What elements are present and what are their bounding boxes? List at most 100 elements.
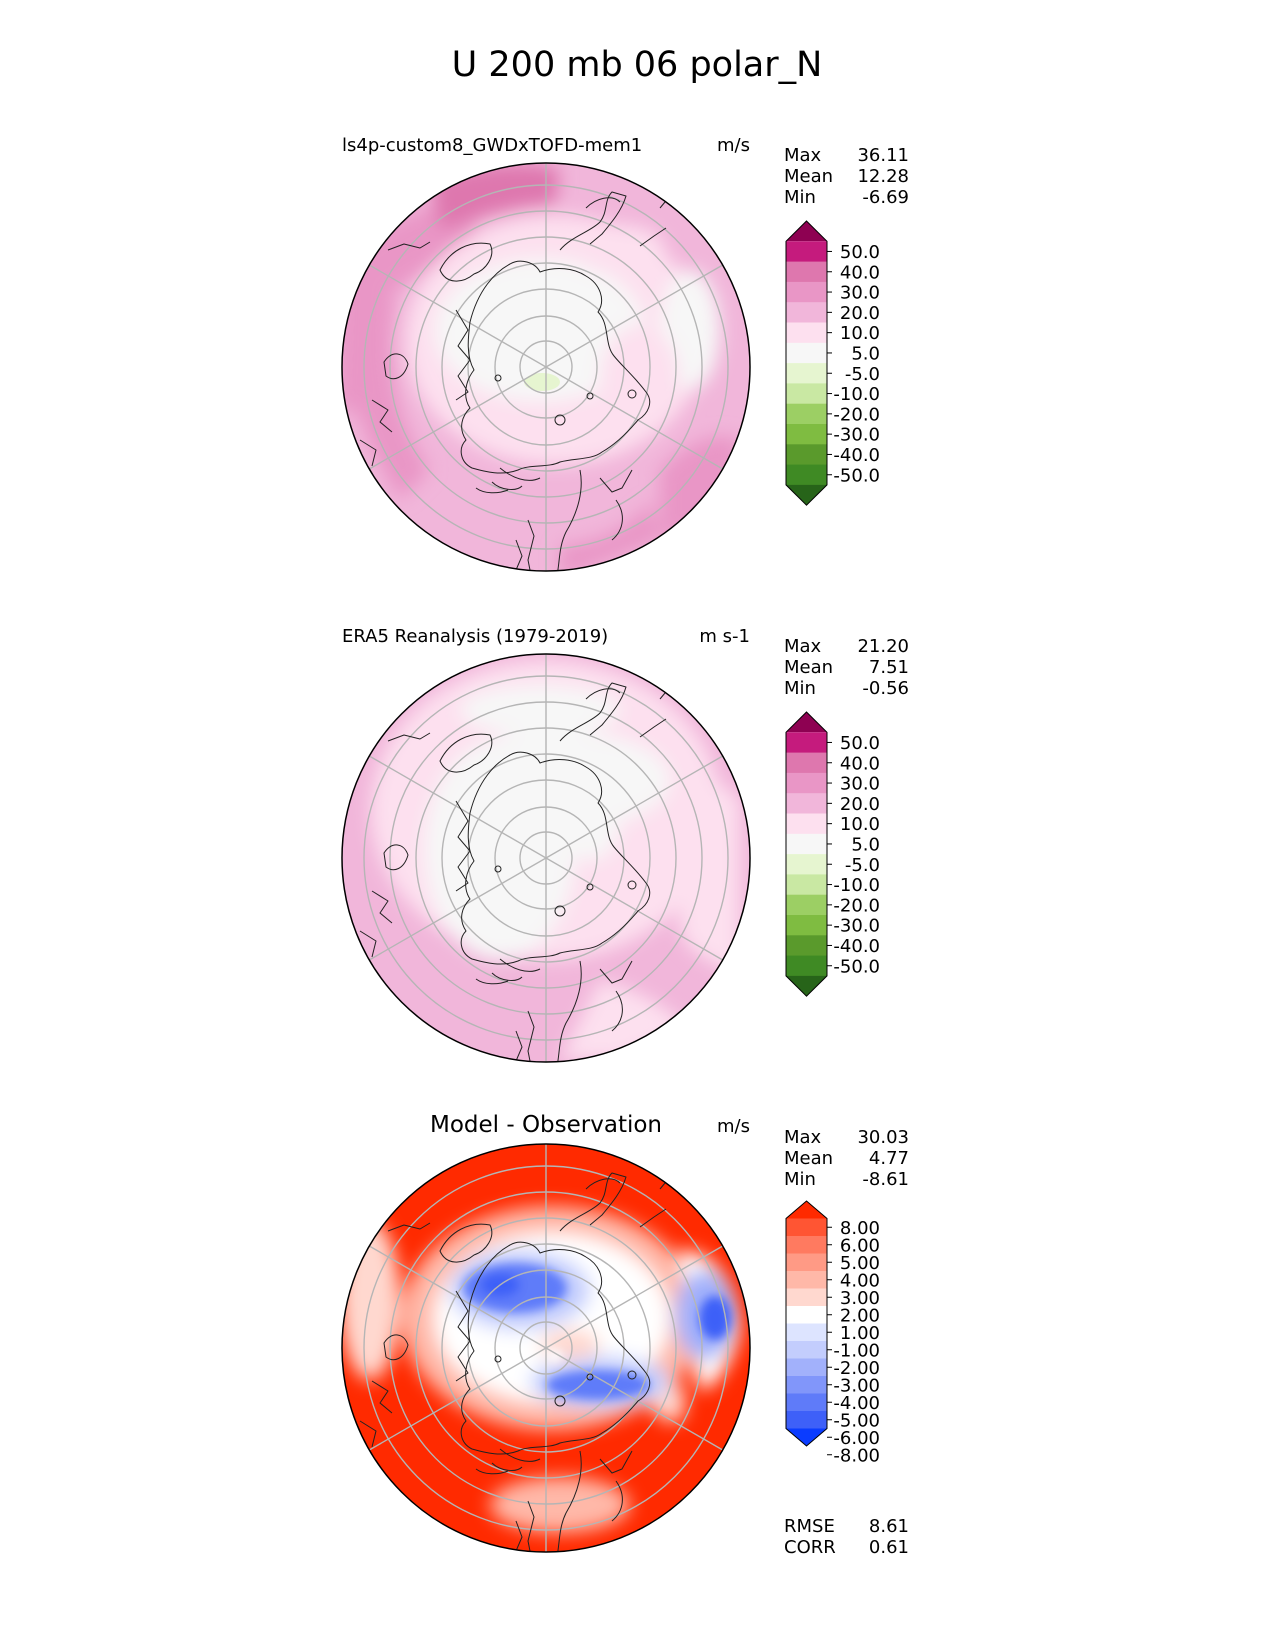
colorbar-tick-label: -50.0 (833, 465, 880, 486)
colorbar-bin (786, 1376, 827, 1395)
colorbar-bin (786, 383, 827, 405)
colorbar-tick-label: -40.0 (833, 936, 880, 957)
colorbar-tick-label: -5.0 (845, 855, 880, 876)
metric-label: RMSE (784, 1516, 835, 1537)
colorbar-bin (786, 281, 827, 303)
colorbar-tick-label: -3.00 (833, 1375, 880, 1396)
colorbar-bin (786, 302, 827, 324)
colorbar-bin (786, 1306, 827, 1325)
colorbar-bin (786, 894, 827, 916)
colorbar-bin (786, 1271, 827, 1290)
stat-label: Mean (784, 166, 833, 187)
stat-label: Mean (784, 1148, 833, 1169)
colorbar-bin (786, 342, 827, 364)
colorbar-extend-max (786, 712, 827, 733)
colorbar-tick-label: 5.0 (851, 343, 880, 364)
metric-label: CORR (784, 1537, 836, 1558)
colorbar-bin (786, 1288, 827, 1307)
panel-obs-title: ERA5 Reanalysis (1979-2019) (342, 626, 608, 647)
stat-value: 4.77 (869, 1148, 909, 1169)
stat-value: 21.20 (857, 636, 909, 657)
panel-obs-map-frame (341, 653, 751, 1063)
colorbar-bin (786, 1323, 827, 1342)
colorbar-tick-label: 40.0 (840, 262, 880, 283)
stat-label: Min (784, 1169, 816, 1190)
colorbar-tick-label: -10.0 (833, 384, 880, 405)
stat-label: Mean (784, 657, 833, 678)
panel-diff-graticule (363, 1144, 729, 1552)
colorbar-outline (785, 220, 828, 506)
panel-obs-coastlines (359, 682, 671, 1062)
panel-obs-units: m s-1 (699, 626, 750, 647)
colorbar-bin (786, 833, 827, 855)
panel-model-map-field (342, 163, 750, 571)
stat-label: Min (784, 678, 816, 699)
colorbar-bin (786, 1411, 827, 1430)
colorbar-tick-label: -30.0 (833, 916, 880, 937)
colorbar-tick-label: 5.0 (851, 834, 880, 855)
colorbar-tick-label: -10.0 (833, 875, 880, 896)
colorbar-bin (786, 915, 827, 936)
colorbar-bin (786, 424, 827, 445)
colorbar-tick-label: 10.0 (840, 814, 880, 835)
colorbar-bin (786, 854, 827, 875)
colorbar-bin (786, 241, 827, 263)
colorbar-bin (786, 1393, 827, 1412)
panel-diff-map-frame (341, 1143, 751, 1553)
colorbar-bin (786, 1236, 827, 1255)
colorbar-tick-label: -5.0 (845, 364, 880, 385)
colorbar-tick-label: -4.00 (833, 1393, 880, 1414)
colorbar-extend-min (786, 975, 827, 997)
stat-label: Max (784, 1127, 822, 1148)
colorbar-bin (786, 772, 827, 794)
colorbar-tick-label: -8.00 (833, 1445, 880, 1466)
colorbar-tick-label: -40.0 (833, 445, 880, 466)
colorbar-bin (786, 322, 827, 344)
colorbar-extend-min (786, 1428, 827, 1446)
stat-value: -8.61 (862, 1169, 909, 1190)
colorbar-bin (786, 955, 827, 977)
colorbar-tick-label: 40.0 (840, 753, 880, 774)
colorbar-bin (786, 1341, 827, 1360)
panel-model-units: m/s (717, 135, 750, 156)
stat-label: Max (784, 636, 822, 657)
panel-obs: ERA5 Reanalysis (1979-2019) m s-1 (341, 626, 909, 1063)
stat-label: Min (784, 187, 816, 208)
colorbar-tick-label: -50.0 (833, 956, 880, 977)
colorbar-extend-max (786, 1201, 827, 1219)
stat-value: 30.03 (857, 1127, 909, 1148)
colorbar-tick-label: -20.0 (833, 404, 880, 425)
stat-value: -0.56 (862, 678, 909, 699)
panel-diff-metrics: RMSE 8.61 CORR 0.61 (784, 1516, 909, 1558)
colorbar-tick-label: -5.00 (833, 1410, 880, 1431)
stat-value: 12.28 (857, 166, 909, 187)
stat-value: 36.11 (857, 145, 909, 166)
panel-diff-title: Model - Observation (430, 1112, 662, 1138)
panel-obs-graticule (363, 654, 729, 1062)
panel-diff-colorbar: 8.006.005.004.003.002.001.00-1.00-2.00-3… (785, 1200, 880, 1466)
panel-model-colorbar: 50.040.030.020.010.05.0-5.0-10.0-20.0-30… (785, 220, 880, 506)
colorbar-bin (786, 1218, 827, 1237)
colorbar-tick-label: 30.0 (840, 283, 880, 304)
colorbar-outline (785, 1200, 828, 1447)
colorbar-extend-max (786, 221, 827, 242)
colorbar-bin (786, 444, 827, 466)
panel-obs-stats: Max 21.20 Mean 7.51 Min -0.56 (784, 636, 909, 699)
colorbar-tick-label: 50.0 (840, 242, 880, 263)
panel-diff-stats: Max 30.03 Mean 4.77 Min -8.61 (784, 1127, 909, 1190)
panel-model: ls4p-custom8_GWDxTOFD-mem1 m/s (341, 135, 909, 572)
panel-diff-coastlines (359, 1172, 671, 1552)
page-title: U 200 mb 06 polar_N (452, 45, 823, 85)
metric-value: 8.61 (869, 1516, 909, 1537)
colorbar-bin (786, 261, 827, 283)
colorbar-bin (786, 363, 827, 384)
colorbar-tick-label: 50.0 (840, 733, 880, 754)
colorbar-bin (786, 732, 827, 754)
panel-obs-colorbar: 50.040.030.020.010.05.0-5.0-10.0-20.0-30… (785, 711, 880, 997)
colorbar-bin (786, 403, 827, 425)
colorbar-tick-label: 20.0 (840, 794, 880, 815)
colorbar-bin (786, 793, 827, 815)
colorbar-tick-label: 1.00 (840, 1323, 880, 1344)
colorbar-tick-label: -20.0 (833, 895, 880, 916)
